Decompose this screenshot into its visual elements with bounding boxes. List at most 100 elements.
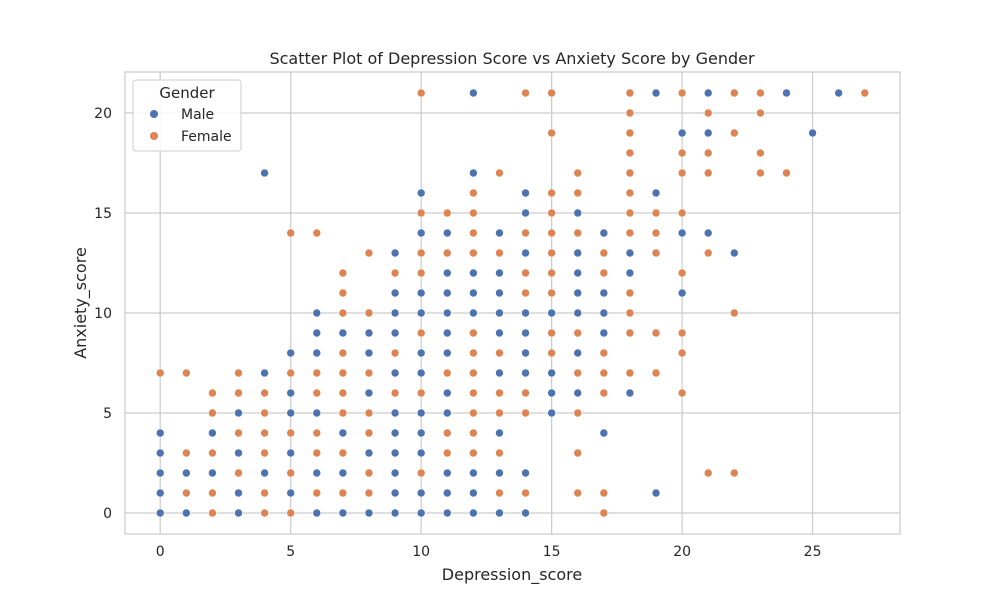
data-point-female	[625, 328, 635, 338]
data-point-male	[677, 128, 687, 138]
data-point-male	[390, 288, 400, 298]
data-point-female	[312, 368, 322, 378]
data-point-female	[286, 468, 295, 478]
data-point-male	[416, 228, 426, 238]
data-point-male	[286, 388, 295, 398]
data-point-female	[390, 388, 400, 398]
data-point-male	[338, 468, 348, 478]
data-point-male	[286, 408, 295, 418]
data-point-male	[442, 288, 452, 298]
data-point-male	[312, 308, 322, 318]
data-point-female	[677, 348, 687, 358]
data-point-male	[469, 308, 478, 318]
data-point-female	[651, 328, 661, 338]
legend-label-male: Male	[181, 107, 214, 123]
data-point-female	[573, 188, 583, 198]
data-point-male	[573, 248, 583, 258]
data-point-male	[469, 488, 478, 498]
data-point-male	[364, 508, 374, 518]
data-point-female	[469, 348, 478, 358]
data-point-female	[338, 448, 348, 458]
data-point-female	[573, 328, 583, 338]
data-point-male	[573, 288, 583, 298]
data-point-female	[338, 408, 348, 418]
data-point-male	[651, 88, 661, 98]
data-point-male	[416, 288, 426, 298]
data-point-female	[260, 448, 269, 458]
data-point-male	[234, 408, 243, 418]
data-point-male	[390, 248, 400, 258]
data-point-male	[390, 428, 400, 438]
data-point-female	[547, 268, 556, 278]
data-point-female	[469, 228, 478, 238]
data-point-female	[234, 468, 243, 478]
data-point-female	[651, 368, 661, 378]
data-point-male	[155, 428, 165, 438]
data-point-female	[260, 408, 269, 418]
data-point-male	[625, 248, 635, 258]
data-point-female	[364, 488, 374, 498]
legend-title: Gender	[159, 84, 215, 102]
data-point-female	[208, 508, 217, 518]
data-point-female	[469, 368, 478, 378]
data-point-female	[338, 268, 348, 278]
data-point-female	[625, 288, 635, 298]
data-point-female	[442, 248, 452, 258]
data-point-male	[416, 408, 426, 418]
data-point-male	[234, 448, 243, 458]
data-point-female	[416, 88, 426, 98]
data-point-female	[521, 408, 530, 418]
data-point-female	[416, 328, 426, 338]
data-point-male	[495, 508, 504, 518]
data-point-male	[260, 468, 269, 478]
data-point-female	[234, 388, 243, 398]
data-point-female	[208, 448, 217, 458]
data-point-male	[234, 488, 243, 498]
data-point-male	[390, 488, 400, 498]
data-point-female	[312, 488, 322, 498]
x-tick-label: 15	[543, 544, 561, 560]
data-point-female	[338, 288, 348, 298]
data-point-female	[416, 388, 426, 398]
data-point-female	[495, 408, 504, 418]
data-point-male	[573, 308, 583, 318]
data-point-male	[338, 428, 348, 438]
data-point-male	[390, 448, 400, 458]
data-point-female	[677, 208, 687, 218]
data-point-male	[390, 368, 400, 378]
data-point-male	[495, 368, 504, 378]
data-point-male	[442, 308, 452, 318]
data-point-female	[182, 488, 191, 498]
data-point-male	[599, 288, 609, 298]
data-point-female	[703, 248, 713, 258]
data-point-female	[260, 428, 269, 438]
data-point-male	[312, 468, 322, 478]
data-point-male	[390, 408, 400, 418]
data-point-male	[573, 208, 583, 218]
data-point-male	[442, 268, 452, 278]
data-point-male	[182, 508, 191, 518]
data-point-female	[208, 488, 217, 498]
data-point-female	[677, 148, 687, 158]
data-point-male	[208, 468, 217, 478]
data-point-female	[547, 208, 556, 218]
data-point-female	[756, 168, 765, 178]
data-point-female	[521, 488, 530, 498]
y-axis-label: Anxiety_score	[71, 247, 91, 359]
data-point-male	[469, 268, 478, 278]
data-point-male	[521, 468, 530, 478]
data-point-female	[495, 448, 504, 458]
data-point-male	[442, 328, 452, 338]
data-point-female	[469, 408, 478, 418]
data-point-male	[495, 288, 504, 298]
data-point-male	[469, 88, 478, 98]
data-point-female	[234, 428, 243, 438]
data-point-female	[651, 248, 661, 258]
data-point-male	[286, 448, 295, 458]
data-point-female	[547, 88, 556, 98]
data-point-male	[834, 88, 843, 98]
data-point-male	[547, 408, 556, 418]
data-point-female	[155, 368, 165, 378]
chart-title: Scatter Plot of Depression Score vs Anxi…	[269, 49, 755, 68]
data-point-male	[416, 448, 426, 458]
